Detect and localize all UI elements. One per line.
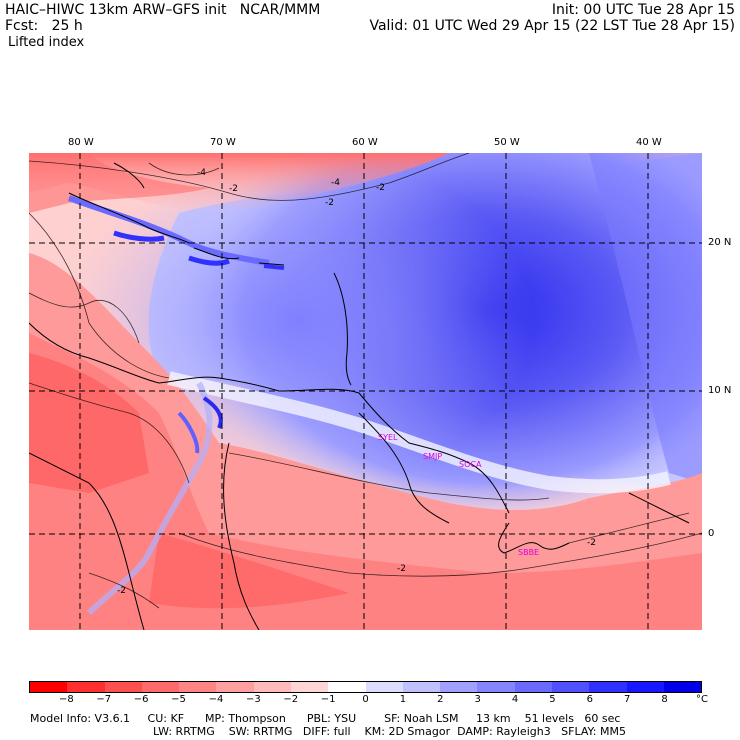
colorbar-tick: 1 [399, 694, 407, 705]
lon-label: 60 W [352, 137, 378, 148]
colorbar-tick: 7 [624, 694, 631, 705]
colorbar-tick: −4 [208, 694, 224, 705]
contour-label: -4 [197, 168, 206, 178]
lat-label: 0 [708, 528, 715, 539]
valid-time: Valid: 01 UTC Wed 29 Apr 15 (22 LST Tue … [369, 18, 735, 34]
color-swatch [216, 682, 254, 692]
contour-label: -2 [229, 184, 238, 194]
color-swatch [514, 682, 552, 692]
colorbar-tick: −6 [133, 694, 149, 705]
colorbar-tick: −3 [245, 694, 261, 705]
lifted-index-map: -4 -2 -2 -4 -2 -2 -2 -2 [29, 153, 702, 630]
contour-label: -4 [331, 178, 340, 188]
colorbar-tick: 5 [549, 694, 556, 705]
station-label: SMJP [423, 452, 443, 461]
colorbar-tick: −7 [96, 694, 112, 705]
station-label: SBBE [518, 548, 540, 557]
lon-label: 70 W [210, 137, 236, 148]
contour-label: -2 [376, 183, 385, 193]
color-swatch [589, 682, 627, 692]
color-swatch [402, 682, 441, 692]
station-label: SOCA [459, 460, 482, 469]
field-name: Lifted index [8, 35, 85, 50]
color-swatch [253, 682, 291, 692]
lon-label: 40 W [636, 137, 662, 148]
contour-label: -2 [117, 586, 126, 596]
color-swatch [328, 682, 366, 692]
colorbar-tick: 6 [586, 694, 594, 705]
colorbar-tick: −5 [171, 694, 186, 705]
lat-label: 10 N [708, 385, 732, 396]
colorbar-unit: °C [696, 694, 708, 705]
contour-label: -2 [397, 564, 406, 574]
color-swatch [67, 682, 105, 692]
lon-label: 80 W [68, 137, 94, 148]
color-swatch [663, 682, 702, 692]
colorbar-tick: 2 [437, 694, 444, 705]
color-swatch [30, 682, 68, 692]
contour-label: -2 [587, 538, 596, 548]
color-bar [29, 681, 702, 693]
colorbar-tick: −8 [59, 694, 74, 705]
colorbar-tick: 0 [362, 694, 369, 705]
title: HAIC–HIWC 13km ARW–GFS init NCAR/MMM [5, 2, 321, 18]
model-info-line1: Model Info: V3.6.1 CU: KF MP: Thompson P… [30, 712, 621, 725]
color-swatch [477, 682, 515, 692]
station-label: SYEL [378, 433, 398, 442]
colorbar-tick: −2 [283, 694, 299, 705]
color-swatch [290, 682, 329, 692]
color-swatch [551, 682, 590, 692]
forecast-hour: Fcst: 25 h [5, 18, 83, 34]
model-info-line2: LW: RRTMG SW: RRTMG DIFF: full KM: 2D Sm… [153, 725, 626, 738]
colorbar-tick: −1 [320, 694, 336, 705]
color-swatch [179, 682, 217, 692]
colorbar-tick: 4 [511, 694, 519, 705]
color-swatch [626, 682, 664, 692]
lon-label: 50 W [494, 137, 520, 148]
colorbar-tick: 3 [474, 694, 481, 705]
lat-label: 20 N [708, 237, 732, 248]
color-swatch [104, 682, 142, 692]
init-time: Init: 00 UTC Tue 28 Apr 15 [551, 2, 735, 18]
color-swatch [440, 682, 478, 692]
colorbar-tick: 8 [661, 694, 668, 705]
color-swatch [141, 682, 180, 692]
contour-label: -2 [325, 198, 334, 208]
color-swatch [365, 682, 403, 692]
